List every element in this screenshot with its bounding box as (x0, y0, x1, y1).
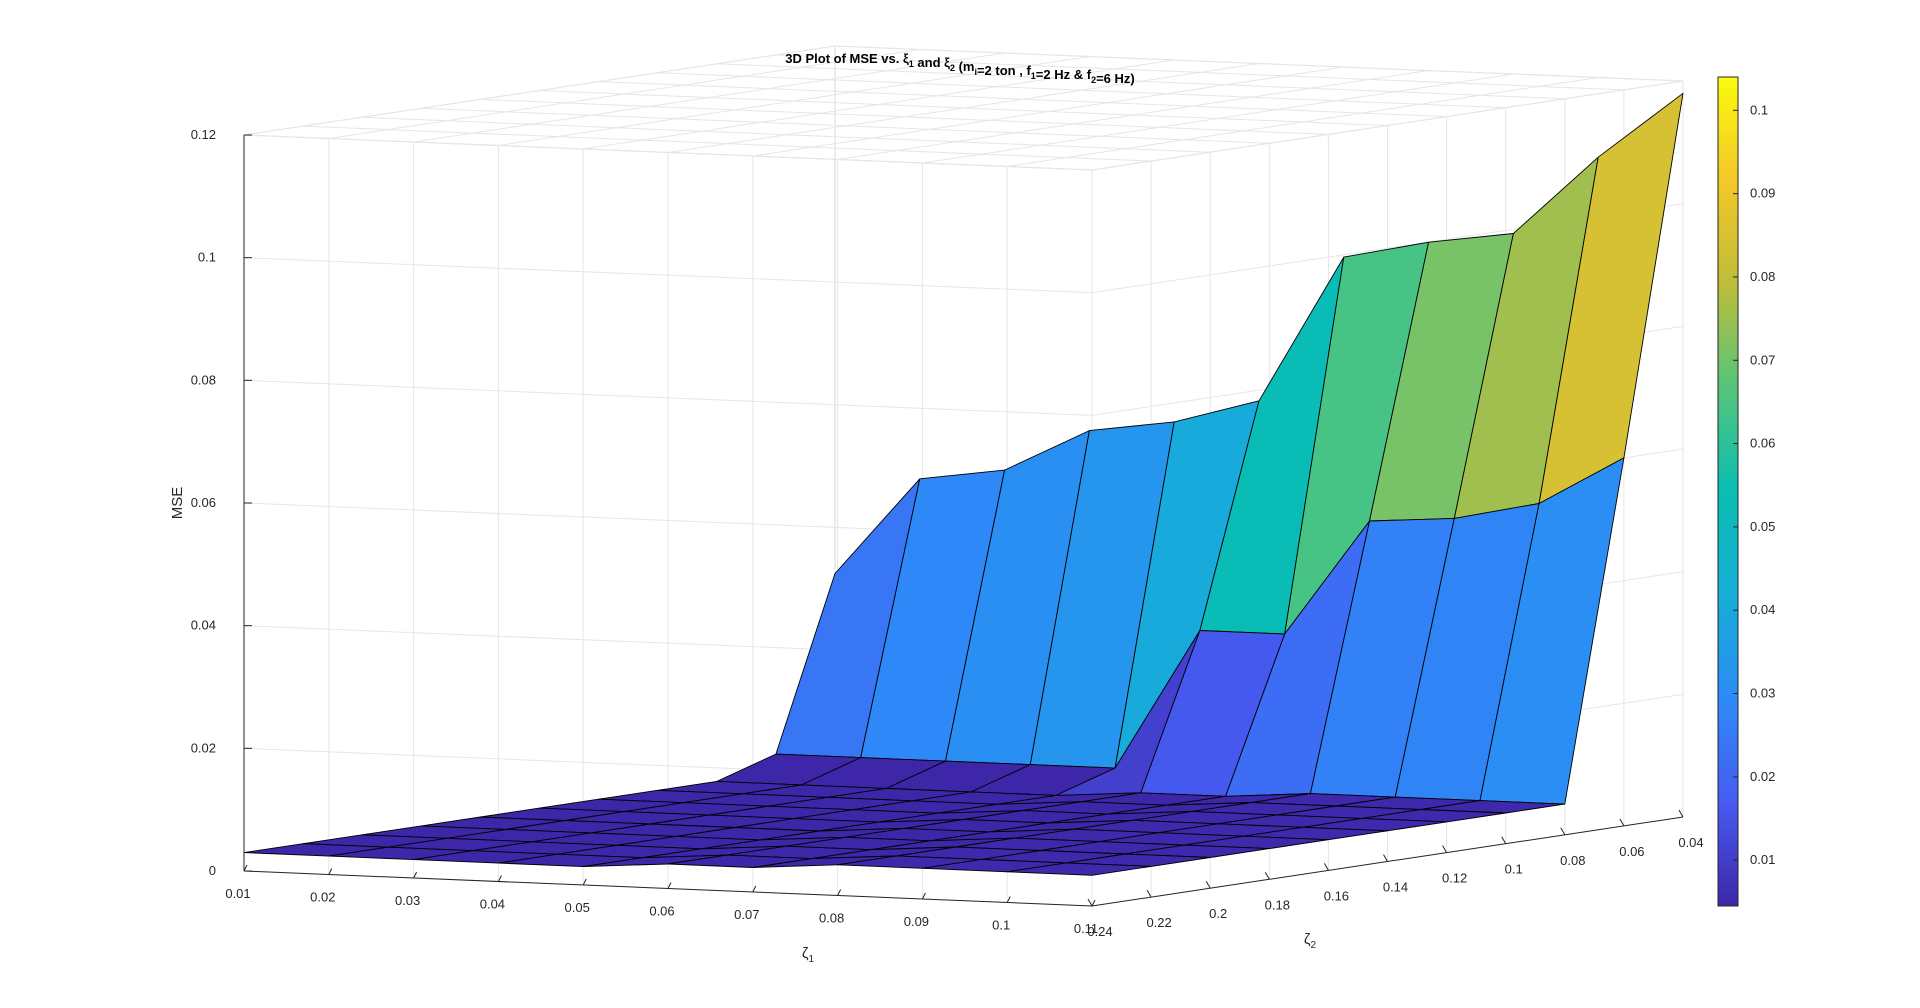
colorbar-tick-label: 0.02 (1750, 769, 1775, 784)
y-tick-label: 0.14 (1383, 880, 1408, 895)
x-tick-label: 0.11 (1074, 921, 1098, 936)
x-axis-label: ζ1 (802, 945, 815, 965)
x-tick-label: 0.02 (310, 890, 335, 905)
z-tick-label: 0.12 (191, 127, 216, 142)
x-tick-mark (497, 875, 502, 882)
z-tick-label: 0.02 (191, 740, 216, 755)
y-tick-mark (1205, 880, 1211, 889)
x-tick-mark (667, 882, 672, 889)
y-tick-label: 0.18 (1265, 897, 1290, 912)
y-tick-mark (1501, 836, 1507, 844)
z-tick-label: 0.04 (191, 618, 216, 633)
y-tick-label: 0.22 (1146, 915, 1171, 930)
grid-line-y (243, 134, 1093, 171)
grid-line-y (539, 90, 1388, 126)
x-tick-label: 0.1 (992, 918, 1010, 933)
grid-line-y (362, 116, 1211, 153)
x-tick-mark (752, 885, 757, 893)
z-tick-label: 0 (209, 863, 216, 878)
z-axis-label: MSE (169, 487, 186, 520)
x-tick-label: 0.01 (225, 886, 250, 901)
y-tick-label: 0.2 (1209, 906, 1227, 921)
y-tick-mark (1678, 809, 1684, 818)
colorbar-tick-label: 0.1 (1750, 102, 1768, 117)
surface-face (1006, 862, 1152, 876)
z-tick-label: 0.06 (191, 495, 216, 510)
x-tick-label: 0.07 (734, 907, 759, 922)
y-tick-label: 0.24 (1087, 924, 1112, 939)
x-tick-mark (921, 892, 926, 900)
grid-line-y (480, 98, 1329, 135)
y-tick-mark (1146, 889, 1152, 898)
y-tick-label: 0.06 (1619, 844, 1644, 859)
axes-lines (243, 134, 1684, 907)
x-tick-mark (413, 871, 418, 879)
colorbar-gradient (1717, 76, 1739, 907)
grid-line-y (421, 107, 1270, 144)
y-tick-mark (1383, 854, 1388, 862)
y-tick-mark (1560, 827, 1566, 836)
colorbar: 0.01 0.02 0.03 0.04 0.05 0.06 0.07 0.08 0.09 0.1 (1717, 76, 1775, 907)
grid-line-y (716, 63, 1565, 100)
axis-labels: ζ1 ζ2 MSE (169, 487, 1317, 965)
y-tick-mark (1442, 845, 1448, 853)
x-tick-mark (582, 878, 587, 886)
y-tick-mark (1619, 818, 1625, 827)
z-tick-label: 0.1 (198, 250, 216, 265)
y-tick-label: 0.12 (1442, 871, 1467, 886)
x-tick-label: 0.08 (819, 911, 844, 926)
colorbar-tick-label: 0.09 (1750, 186, 1775, 201)
y-tick-mark (1264, 872, 1270, 880)
y-tick-mark (1087, 898, 1093, 907)
chart-title: 3D Plot of MSE vs. ξ1 and ξ2 (mi=2 ton ,… (785, 51, 1134, 86)
colorbar-tick-label: 0.03 (1750, 686, 1775, 701)
x-tick-label: 0.09 (904, 914, 929, 929)
z-tick-label: 0.08 (191, 372, 216, 387)
x-tick-mark (837, 889, 842, 896)
x-tick-label: 0.04 (480, 897, 505, 912)
grid-line-y (775, 54, 1624, 91)
colorbar-tick-label: 0.06 (1750, 436, 1775, 451)
y-tick-mark (1323, 863, 1329, 871)
colorbar-tick-label: 0.04 (1750, 602, 1775, 617)
x-tick-mark (243, 864, 248, 872)
colorbar-tick-label: 0.01 (1750, 852, 1775, 867)
x-tick-mark (1006, 896, 1011, 903)
grid-line-y (598, 81, 1447, 118)
grid-line-y (303, 125, 1152, 162)
x-tick-label: 0.06 (649, 904, 674, 919)
grid-line-y (834, 45, 1684, 82)
y-tick-label: 0.04 (1678, 835, 1703, 850)
x-tick-mark (328, 868, 333, 875)
y-tick-label: 0.1 (1505, 862, 1523, 877)
x-tick-label: 0.03 (395, 893, 420, 908)
grid-line-y (657, 72, 1506, 109)
colorbar-tick-label: 0.05 (1750, 519, 1775, 534)
colorbar-tick-label: 0.07 (1750, 352, 1775, 367)
x-tick-label: 0.05 (565, 900, 590, 915)
tick-labels: 0.01 0.02 0.03 0.04 0.05 0.06 0.07 0.08 0.09 0.1 0… (191, 127, 1704, 939)
y-tick-label: 0.08 (1560, 853, 1585, 868)
y-axis-label: ζ2 (1304, 931, 1317, 951)
colorbar-tick-label: 0.08 (1750, 269, 1775, 284)
x-tick-mark (1091, 899, 1096, 907)
surface (243, 92, 1684, 876)
y-tick-label: 0.16 (1324, 888, 1349, 903)
